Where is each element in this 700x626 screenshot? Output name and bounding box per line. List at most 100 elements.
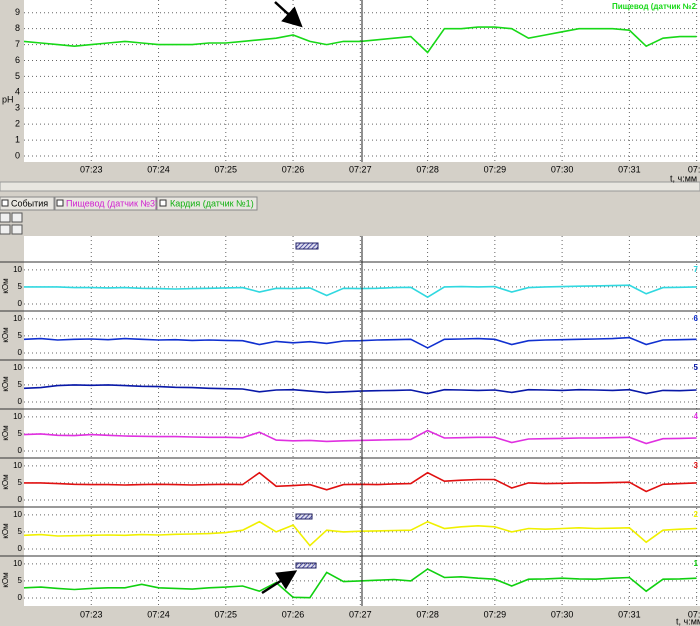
data-line [24,284,697,299]
y-axis-label: кОм [1,425,10,440]
channel-label: 6 [694,314,699,323]
data-line [23,26,697,54]
tool-button[interactable] [0,212,11,223]
channel-label: 4 [694,412,699,421]
tab-label: События [11,198,48,208]
x-tick-label: 07:29 [484,164,507,174]
x-tick-label: 07:23 [80,164,103,174]
y-tick-label: 8 [15,23,20,33]
tab-label: Пищевод (датчик №3) [66,198,158,208]
x-tick-label: 07:23 [80,609,103,619]
data-line [23,568,697,599]
y-tick-label: 5 [18,478,23,487]
checkbox[interactable] [1,199,9,207]
tool-button[interactable] [11,224,23,235]
x-tick-label: 07:29 [484,609,507,619]
event-marker [295,562,317,569]
data-line [23,384,697,395]
y-tick-label: 10 [13,265,22,274]
tab[interactable] [156,196,258,211]
x-tick-label: 07:27 [349,164,372,174]
x-tick-label: 07:31 [618,609,641,619]
tab[interactable] [54,196,157,211]
x-tick-label: 07:25 [215,164,238,174]
data-line [23,429,697,445]
y-axis-label: кОм [1,572,10,587]
y-axis-label: pH [2,94,14,104]
channel-label: 1 [694,559,699,568]
y-tick-label: 10 [13,314,22,323]
checkbox[interactable] [56,199,64,207]
channel-label: 5 [694,363,699,372]
x-tick-label: 07:27 [349,609,372,619]
y-tick-label: 5 [18,380,23,389]
channel-label: 3 [694,461,699,470]
data-line [24,471,697,493]
x-axis-label: t, ч:мм [670,173,697,183]
x-tick-label: 07:26 [282,164,305,174]
y-tick-label: 5 [18,527,23,536]
x-tick-label: 07:3 [688,609,700,619]
y-tick-label: 5 [18,576,23,585]
tool-button[interactable] [0,224,11,235]
panel-label-bg [0,361,23,408]
y-tick-label: 0 [18,299,23,308]
y-axis-label: кОм [1,376,10,391]
y-axis-label: кОм [1,474,10,489]
y-axis-label: кОм [1,278,10,293]
tab-bar: События Пищевод (датчик №3) Кардия (датч… [0,196,258,211]
checkbox[interactable] [159,199,167,207]
panel-label-bg [0,557,23,604]
y-tick-label: 10 [13,559,22,568]
y-tick-label: 0 [18,397,23,406]
data-line [23,520,697,547]
tab-label: Кардия (датчик №1) [170,198,254,208]
y-tick-label: 3 [15,103,20,113]
y-tick-label: 0 [18,446,23,455]
legend-entry: Пищевод (датчик №2 [612,2,697,11]
x-tick-label: 07:26 [282,609,305,619]
y-tick-label: 5 [15,71,20,81]
y-tick-label: 9 [15,7,20,17]
y-tick-label: 0 [18,495,23,504]
tab[interactable] [0,196,55,211]
y-tick-label: 4 [15,87,20,97]
tool-button[interactable] [11,212,23,223]
y-axis-label: кОм [1,327,10,342]
panel-label-bg [0,459,23,506]
channel-label: 7 [694,265,699,274]
x-tick-label: 07:3 [688,164,700,174]
y-tick-label: 10 [13,412,22,421]
x-tick-label: 07:31 [618,164,641,174]
x-tick-label: 07:28 [416,609,439,619]
panel-label-bg [0,312,23,359]
x-tick-label: 07:25 [215,609,238,619]
y-tick-label: 0 [18,544,23,553]
event-marker [295,242,319,250]
y-tick-label: 0 [18,593,23,602]
y-tick-label: 0 [18,348,23,357]
x-tick-label: 07:24 [147,609,170,619]
y-tick-label: 7 [15,39,20,49]
y-tick-label: 5 [18,331,23,340]
panel-label-bg [0,410,23,457]
arrow [261,570,298,595]
x-axis-label: t, ч:мм [676,616,700,626]
x-tick-label: 07:30 [551,609,574,619]
y-tick-label: 10 [13,510,22,519]
panel-label-bg [0,508,23,555]
scrollbar[interactable] [0,181,700,192]
x-tick-label: 07:24 [147,164,170,174]
y-tick-label: 6 [15,55,20,65]
event-marker [295,513,313,520]
toolbar [0,212,23,235]
y-axis-label: кОм [1,523,10,538]
arrow [274,1,303,28]
y-tick-label: 1 [15,134,20,144]
panel-label-bg [0,263,23,310]
y-tick-label: 5 [18,282,23,291]
y-tick-label: 0 [15,150,20,160]
y-tick-label: 2 [15,119,20,129]
y-tick-label: 10 [13,363,22,372]
